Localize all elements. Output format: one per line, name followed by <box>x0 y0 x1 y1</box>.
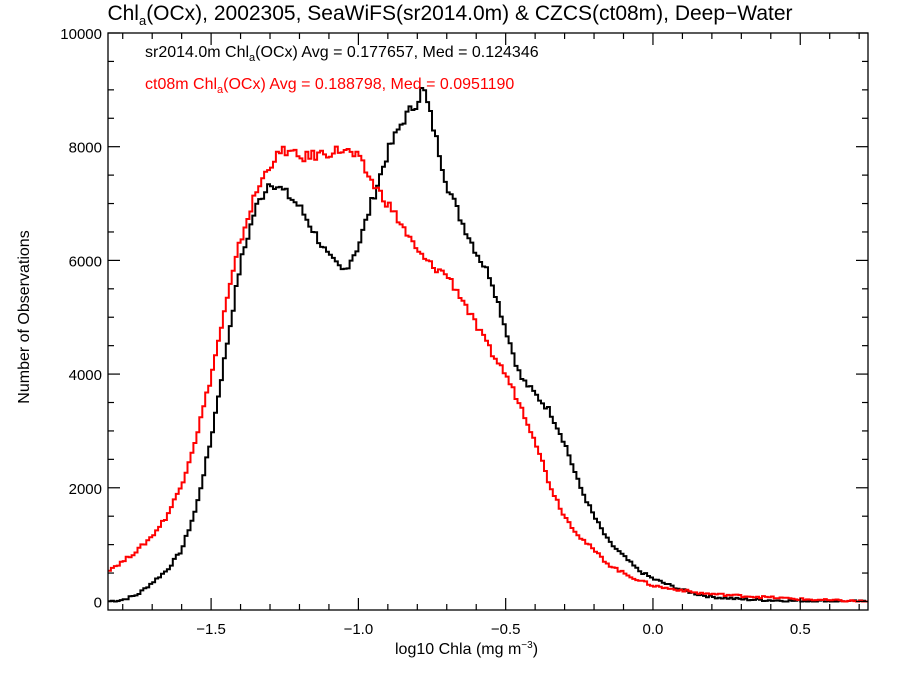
legend-entry-sr2014: sr2014.0m Chla(OCx) Avg = 0.177657, Med … <box>145 44 539 64</box>
plot-frame <box>107 32 869 611</box>
y-tick-label: 8000 <box>69 140 102 157</box>
y-tick-label: 4000 <box>69 367 102 384</box>
y-tick-label: 10000 <box>60 26 102 43</box>
y-tick-label: 2000 <box>69 481 102 498</box>
y-tick-label: 0 <box>94 594 102 611</box>
x-tick-label: 0.0 <box>643 621 664 638</box>
x-axis-label: log10 Chla (mg m−3) <box>395 640 539 658</box>
y-axis-label: Number of Observations <box>16 230 33 404</box>
chart-title: Chla(OCx), 2002305, SeaWiFS(sr2014.0m) &… <box>107 2 793 28</box>
x-tick-label: −0.5 <box>491 621 521 638</box>
x-tick-label: 0.5 <box>790 621 811 638</box>
x-tick-label: −1.0 <box>344 621 374 638</box>
x-tick-label: −1.5 <box>196 621 226 638</box>
axes-layer: −1.5 −1.0 −0.5 0.0 0.5 0 2000 4000 6000 8000 10000 <box>60 26 869 638</box>
series-layer <box>108 87 868 603</box>
series-line-ct08m <box>108 145 868 603</box>
series-line-sr2014.0m <box>108 87 868 603</box>
legend-entry-ct08m: ct08m Chla(OCx) Avg = 0.188798, Med = 0.… <box>145 76 515 96</box>
y-tick-label: 6000 <box>69 253 102 270</box>
